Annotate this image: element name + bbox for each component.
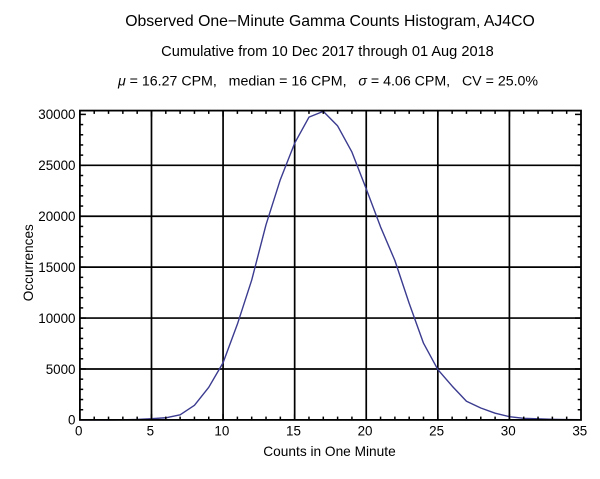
svg-text:0: 0 (68, 413, 75, 428)
svg-text:15000: 15000 (38, 260, 75, 275)
svg-text:Observed One−Minute Gamma Coun: Observed One−Minute Gamma Counts Histogr… (125, 13, 535, 30)
svg-text:20000: 20000 (38, 209, 75, 224)
svg-text:Occurrences: Occurrences (21, 224, 36, 301)
svg-text:35: 35 (572, 423, 587, 438)
svg-text:30000: 30000 (38, 107, 75, 122)
svg-text:30: 30 (501, 423, 516, 438)
svg-text:Cumulative from 10 Dec 2017 th: Cumulative from 10 Dec 2017 through 01 A… (161, 44, 494, 60)
svg-text:5: 5 (147, 423, 154, 438)
svg-text:Counts in One Minute: Counts in One Minute (263, 444, 395, 459)
svg-text:10000: 10000 (38, 311, 75, 326)
svg-text:15: 15 (286, 423, 301, 438)
svg-text:25: 25 (429, 423, 444, 438)
svg-text:10: 10 (214, 423, 229, 438)
svg-text:5000: 5000 (46, 362, 76, 377)
svg-text:25000: 25000 (38, 158, 75, 173)
svg-text:0: 0 (75, 423, 82, 438)
svg-text:20: 20 (358, 423, 373, 438)
svg-text:μ = 16.27 CPM, median = 16 C: μ = 16.27 CPM, median = 16 CPM, σ = 4.06… (117, 74, 538, 90)
